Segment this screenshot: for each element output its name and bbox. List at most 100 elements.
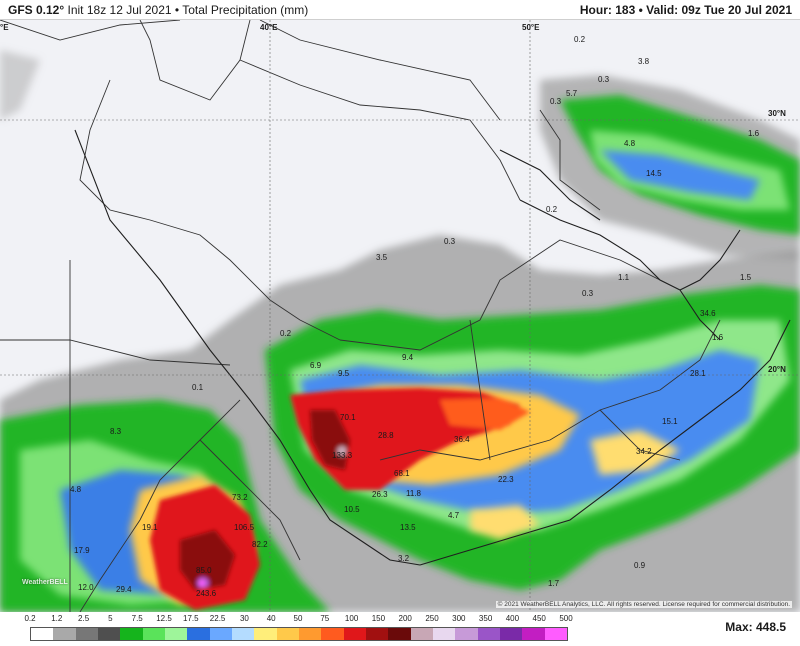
precip-value-label: 82.2 (252, 540, 268, 549)
colorbar-swatch (276, 628, 299, 640)
colorbar-swatch (187, 628, 210, 640)
colorbar-tick-label: 2.5 (78, 614, 90, 623)
precip-value-label: 8.3 (110, 427, 122, 436)
precip-value-label: 9.5 (338, 369, 350, 378)
precip-value-label: 15.1 (662, 417, 678, 426)
colorbar-swatch (321, 628, 344, 640)
precip-value-label: 29.4 (116, 585, 132, 594)
colorbar-swatch (410, 628, 433, 640)
lat-label-20n: 20°N (768, 365, 786, 374)
precip-value-label: 3.5 (376, 253, 388, 262)
colorbar-tick-label: 200 (398, 614, 412, 623)
precip-value-label: 106.5 (234, 523, 255, 532)
precip-value-label: 0.9 (634, 561, 646, 570)
precip-value-label: 36.4 (454, 435, 470, 444)
lon-label-40e: 40°E (260, 23, 278, 32)
precip-value-label: 22.3 (498, 475, 514, 484)
precip-value-label: 1.5 (740, 273, 752, 282)
country-borders (0, 20, 721, 612)
copyright-notice: © 2021 WeatherBELL Analytics, LLC. All r… (495, 601, 792, 608)
precip-value-label: 10.5 (344, 505, 360, 514)
colorbar-tick-label: 400 (505, 614, 520, 623)
map-header: GFS 0.12° Init 18z 12 Jul 2021 • Total P… (0, 0, 800, 20)
colorbar-tick-label: 350 (478, 614, 493, 623)
model-name: GFS 0.12° (8, 2, 65, 17)
precip-value-label: 14.5 (646, 169, 662, 178)
precip-value-label: 1.6 (712, 333, 724, 342)
precip-value-labels: 0.2 3.8 0.3 5.7 0.3 1.6 4.8 14.5 0.2 0.3 1.1 3.5 0.3… (70, 35, 760, 598)
colorbar-swatch (231, 628, 255, 640)
precip-value-label: 34.6 (700, 309, 716, 318)
lon-label-50e: 50°E (522, 23, 540, 32)
colorbar-swatch (209, 628, 232, 640)
lon-label-edge: °E (0, 23, 9, 32)
valid-time: Hour: 183 • Valid: 09z Tue 20 Jul 2021 (580, 3, 792, 17)
precip-value-label: 11.8 (406, 489, 422, 498)
colorbar-tick-label: 150 (371, 614, 386, 623)
precip-core (180, 410, 350, 590)
colorbar-swatch (120, 628, 143, 640)
precip-value-label: 19.1 (142, 523, 158, 532)
colorbar-swatch (53, 628, 76, 640)
weatherbell-logo: WeatherBELL (22, 579, 68, 586)
colorbar-swatch (164, 628, 188, 640)
map-canvas: 40°E 50°E 30°N 20°N °E 0.2 3.8 0.3 5.7 0.3 1.… (0, 20, 800, 612)
colorbar-swatches (30, 627, 568, 641)
precip-value-label: 0.2 (574, 35, 586, 44)
precip-value-label: 1.7 (548, 579, 560, 588)
precip-value-label: 0.3 (582, 289, 594, 298)
colorbar-swatch (97, 628, 121, 640)
colorbar-swatch (142, 628, 165, 640)
colorbar-tick-label: 75 (320, 614, 330, 623)
precip-value-label: 6.9 (310, 361, 322, 370)
colorbar-tick-label: 17.5 (183, 614, 199, 623)
precip-value-label: 4.7 (448, 511, 460, 520)
colorbar-swatch (254, 628, 277, 640)
precipitation-map[interactable]: 40°E 50°E 30°N 20°N °E 0.2 3.8 0.3 5.7 0.3 1.… (0, 20, 800, 612)
precip-value-label: 3.2 (398, 554, 410, 563)
colorbar: 0.2 1.2 2.5 5 7.5 12.5 17.5 22.5 30 40 50 75 100 150 2… (0, 612, 800, 646)
colorbar-tick-label: 5 (108, 614, 113, 623)
precip-value-label: 0.3 (550, 97, 562, 106)
colorbar-tick-label: 450 (532, 614, 546, 623)
colorbar-tick-label: 40 (266, 614, 276, 623)
precip-value-label: 12.0 (78, 583, 94, 592)
colorbar-tick-label: 50 (293, 614, 303, 623)
precip-value-label: 28.1 (690, 369, 706, 378)
valid-date: Valid: 09z Tue 20 Jul 2021 (646, 2, 792, 17)
colorbar-swatch (343, 628, 366, 640)
colorbar-swatch (75, 628, 98, 640)
colorbar-swatch (432, 628, 456, 640)
precip-value-label: 26.3 (372, 490, 388, 499)
separator: • (638, 2, 643, 17)
precip-value-label: 0.3 (444, 237, 456, 246)
colorbar-swatch (455, 628, 478, 640)
precip-value-label: 4.8 (70, 485, 82, 494)
colorbar-tick-label: 12.5 (156, 614, 172, 623)
colorbar-swatch (499, 628, 523, 640)
colorbar-swatch (388, 628, 411, 640)
lat-label-30n: 30°N (768, 109, 786, 118)
precip-value-label: 243.6 (196, 589, 217, 598)
precip-value-label: 0.3 (598, 75, 610, 84)
precip-value-label: 28.8 (378, 431, 394, 440)
header-title: GFS 0.12° Init 18z 12 Jul 2021 • Total P… (8, 3, 308, 17)
colorbar-tick-label: 22.5 (209, 614, 226, 623)
precip-value-label: 0.2 (546, 205, 558, 214)
colorbar-tick-label: 100 (344, 614, 359, 623)
precip-value-label: 0.2 (280, 329, 292, 338)
product-name: Total Precipitation (mm) (182, 2, 309, 17)
precip-value-label: 4.8 (624, 139, 636, 148)
colorbar-tick-label: 30 (239, 614, 249, 623)
precip-value-label: 17.9 (74, 546, 90, 555)
precip-value-label: 5.7 (566, 89, 578, 98)
graticule (0, 20, 800, 612)
colorbar-ticks: 0.2 1.2 2.5 5 7.5 12.5 17.5 22.5 30 40 50 75 100 150 2… (16, 614, 576, 626)
max-value: Max: 448.5 (725, 620, 786, 634)
precip-value-label: 3.8 (638, 57, 650, 66)
precip-value-label: 34.2 (636, 447, 652, 456)
separator: • (174, 2, 180, 17)
precip-value-label: 13.5 (400, 523, 416, 532)
colorbar-swatch (544, 628, 567, 640)
forecast-hour: Hour: 183 (579, 2, 636, 17)
